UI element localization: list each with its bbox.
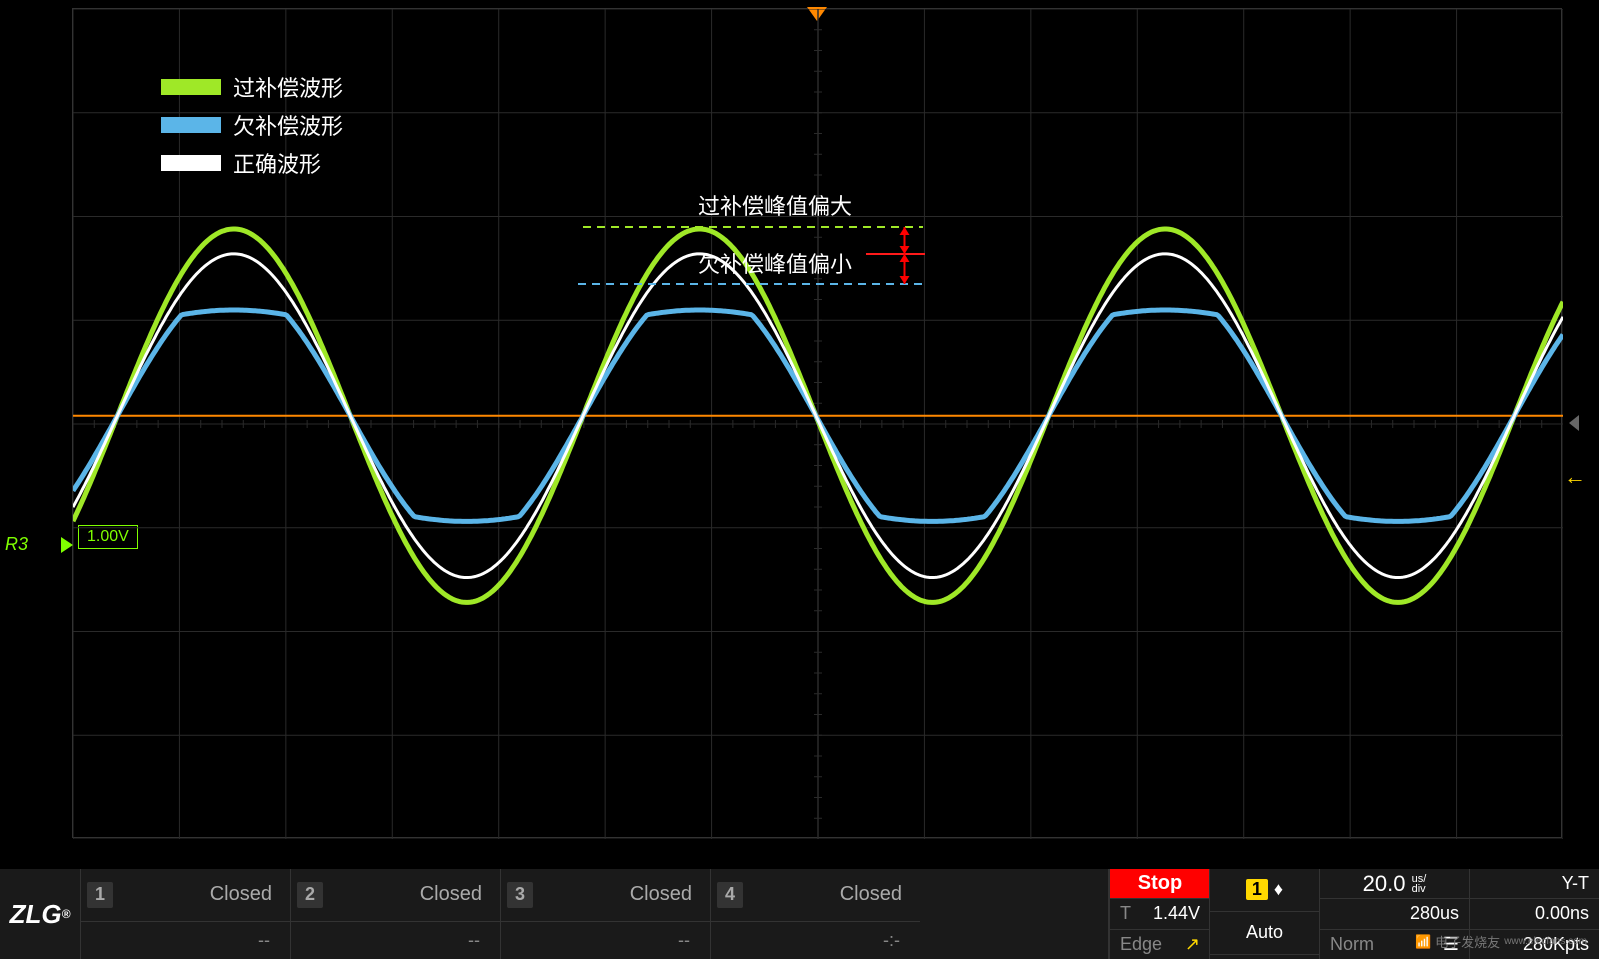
edge-mode[interactable]: Edge ↗ xyxy=(1110,929,1210,959)
trigger-level[interactable]: T 1.44V xyxy=(1110,898,1210,928)
channel-slot-1[interactable]: 1 Closed -- xyxy=(80,869,290,959)
channel-sub: -:- xyxy=(711,921,920,959)
channel-slot-3[interactable]: 3 Closed -- xyxy=(500,869,710,959)
legend-label: 欠补偿波形 xyxy=(233,109,343,141)
right-marker-icon xyxy=(1569,415,1579,431)
channel-number: 2 xyxy=(297,882,323,908)
timebase-value[interactable]: 20.0 us/div xyxy=(1320,869,1469,898)
channel-sub: -- xyxy=(501,921,710,959)
brand-logo: ZLG® xyxy=(0,869,80,959)
annotation-under-compensation: 欠补偿峰值偏小 xyxy=(698,247,852,279)
legend-item-over: 过补偿波形 xyxy=(161,71,343,103)
channel-arrow-icon xyxy=(61,537,73,553)
legend-item-correct: 正确波形 xyxy=(161,147,343,179)
channel-number: 4 xyxy=(717,882,743,908)
channel-sub: -- xyxy=(291,921,500,959)
run-stop-button[interactable]: Stop xyxy=(1110,869,1210,898)
channel-status: Closed xyxy=(630,883,692,906)
t-arrow-icon: ← xyxy=(1564,464,1586,490)
channel-ref-label: R3 xyxy=(5,534,28,555)
time-position: 280us xyxy=(1320,898,1469,928)
legend: 过补偿波形 欠补偿波形 正确波形 xyxy=(161,71,343,185)
channel-status: Closed xyxy=(420,883,482,906)
channel-status: Closed xyxy=(840,883,902,906)
auto-mode[interactable]: 1♦ xyxy=(1210,869,1319,911)
display-mode[interactable]: Y-T xyxy=(1470,869,1599,898)
channel-number: 3 xyxy=(507,882,533,908)
channel-sub: -- xyxy=(81,921,290,959)
channel-status: Closed xyxy=(210,883,272,906)
legend-swatch xyxy=(161,79,221,95)
legend-swatch xyxy=(161,155,221,171)
legend-label: 过补偿波形 xyxy=(233,71,343,103)
delay-value: 0.00ns xyxy=(1470,898,1599,928)
auto-label: Auto xyxy=(1210,911,1319,954)
legend-label: 正确波形 xyxy=(233,147,321,179)
status-bar: ZLG® 1 Closed -- 2 Closed -- 3 Closed --… xyxy=(0,869,1599,959)
legend-swatch xyxy=(161,117,221,133)
channel-slot-2[interactable]: 2 Closed -- xyxy=(290,869,500,959)
oscilloscope-display: ← T R3 1.00V 过补偿波形 欠补偿波形 正确波形 过补偿峰值偏大 欠补… xyxy=(72,8,1562,838)
legend-item-under: 欠补偿波形 xyxy=(161,109,343,141)
watermark: 📶 电子发烧友 www.elecfans.com xyxy=(1415,932,1587,951)
channel-slot-4[interactable]: 4 Closed -:- xyxy=(710,869,920,959)
annotation-over-compensation: 过补偿峰值偏大 xyxy=(698,189,852,221)
channel-number: 1 xyxy=(87,882,113,908)
